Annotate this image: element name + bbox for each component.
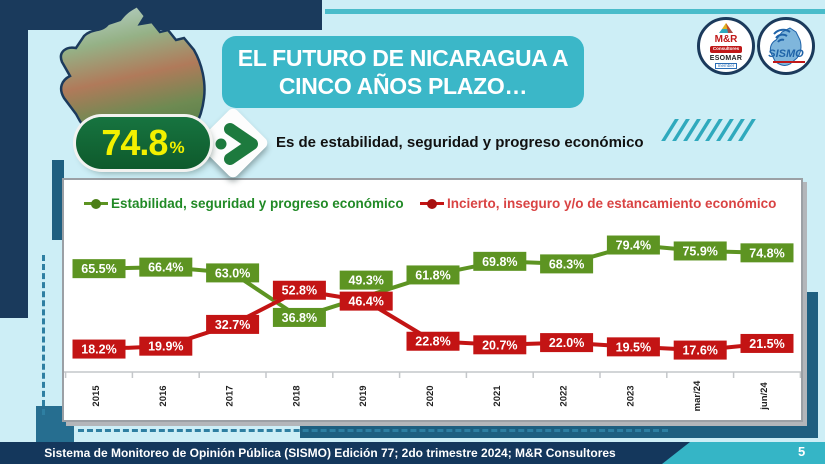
data-label-box bbox=[72, 259, 126, 279]
data-label-value: 66.4% bbox=[148, 261, 183, 275]
data-label-value: 21.5% bbox=[749, 337, 784, 351]
data-label-box bbox=[473, 251, 527, 271]
sismo-logo: SISMO bbox=[757, 17, 815, 75]
data-label-value: 68.3% bbox=[549, 257, 584, 271]
data-label-box bbox=[673, 241, 727, 261]
data-label-box bbox=[673, 340, 727, 360]
data-label-box bbox=[606, 235, 660, 255]
footer-source-bar: Sistema de Monitoreo de Opinión Pública … bbox=[0, 442, 690, 464]
legend-item-green: Estabilidad, seguridad y progreso económ… bbox=[84, 196, 404, 211]
legend-item-red: Incierto, inseguro y/o de estancamiento … bbox=[420, 196, 776, 211]
data-label-value: 65.5% bbox=[81, 262, 116, 276]
sismo-logo-map-icon bbox=[769, 27, 802, 66]
data-label-box bbox=[339, 270, 393, 290]
data-label-box bbox=[72, 339, 126, 359]
corner-block-vertical bbox=[0, 0, 28, 318]
data-label-value: 18.2% bbox=[81, 343, 116, 357]
mr-consultores-logo: M&R Consultores ESOMAR member bbox=[697, 17, 755, 75]
data-label-box bbox=[740, 333, 794, 353]
data-label-box bbox=[540, 333, 594, 353]
data-label-value: 49.3% bbox=[348, 274, 383, 288]
headline-percentage-badge: 74.8 % bbox=[76, 117, 210, 169]
mr-logo-pyramid-icon bbox=[719, 23, 733, 33]
esomar-member-label: member bbox=[714, 62, 738, 69]
data-label-box bbox=[272, 307, 326, 327]
data-label-value: 17.6% bbox=[682, 344, 717, 358]
data-label-value: 61.8% bbox=[415, 268, 450, 282]
legend-marker-red-icon bbox=[420, 198, 444, 209]
data-label-box bbox=[540, 254, 594, 274]
page-number: 5 bbox=[798, 444, 806, 459]
data-label-box bbox=[473, 335, 527, 355]
top-accent-line bbox=[325, 9, 825, 14]
data-label-box bbox=[272, 280, 326, 300]
dashed-line-horizontal bbox=[78, 429, 668, 432]
x-tick-label: 2021 bbox=[492, 385, 503, 407]
corner-block-horizontal bbox=[0, 0, 322, 30]
data-label-value: 63.0% bbox=[215, 266, 250, 280]
x-tick-label: 2018 bbox=[291, 385, 302, 406]
legend-marker-green-icon bbox=[84, 198, 108, 209]
slide-title-line1: EL FUTURO DE NICARAGUA A bbox=[237, 44, 569, 71]
data-label-value: 74.8% bbox=[749, 246, 784, 260]
data-label-box bbox=[606, 337, 660, 357]
data-label-value: 79.4% bbox=[616, 239, 651, 253]
x-tick-label: jun/24 bbox=[759, 382, 770, 411]
esomar-label: ESOMAR bbox=[709, 54, 743, 62]
data-label-box bbox=[206, 314, 260, 334]
data-label-value: 52.8% bbox=[282, 284, 317, 298]
data-label-value: 46.4% bbox=[348, 295, 383, 309]
headline-percent-sign: % bbox=[169, 138, 185, 157]
x-tick-label: 2023 bbox=[625, 385, 636, 406]
panel-accent-strip bbox=[52, 160, 64, 240]
x-tick-label: 2017 bbox=[225, 385, 236, 406]
x-tick-label: 2022 bbox=[559, 385, 570, 406]
data-label-value: 20.7% bbox=[482, 338, 517, 352]
data-label-box bbox=[740, 243, 794, 263]
x-tick-label: 2016 bbox=[158, 385, 169, 406]
line-chart: 2015 2016 2017 2018 2019 2020 2021 2022 2023 mar/… bbox=[64, 235, 801, 411]
dashed-line-vertical bbox=[42, 255, 45, 415]
data-label-value: 69.8% bbox=[482, 255, 517, 269]
data-label-box bbox=[406, 265, 460, 285]
x-tick-label: 2020 bbox=[425, 385, 436, 406]
data-label-box bbox=[406, 331, 460, 351]
headline-caption: Es de estabilidad, seguridad y progreso … bbox=[276, 134, 644, 151]
x-tick-label: 2015 bbox=[91, 385, 102, 407]
legend-label-green: Estabilidad, seguridad y progreso económ… bbox=[111, 196, 404, 211]
mr-logo-name: M&R bbox=[714, 34, 738, 45]
sismo-logo-underline bbox=[773, 61, 805, 63]
data-label-value: 75.9% bbox=[682, 244, 717, 258]
data-label-box bbox=[206, 263, 260, 283]
sismo-logo-name: SISMO bbox=[768, 48, 804, 60]
data-label-box bbox=[339, 291, 393, 311]
data-label-value: 19.9% bbox=[148, 340, 183, 354]
data-label-value: 32.7% bbox=[215, 318, 250, 332]
data-label-box bbox=[139, 336, 193, 356]
footer-source-text: Sistema de Monitoreo de Opinión Pública … bbox=[44, 446, 616, 460]
x-tick-label: 2019 bbox=[358, 385, 369, 406]
data-label-box bbox=[139, 257, 193, 277]
mr-logo-subname: Consultores bbox=[709, 46, 743, 53]
diagonal-slashes-decoration bbox=[661, 119, 756, 141]
data-label-value: 22.8% bbox=[415, 335, 450, 349]
data-label-value: 36.8% bbox=[282, 311, 317, 325]
slide-title-line2: CINCO AÑOS PLAZO… bbox=[278, 73, 528, 99]
badge-chevron-icon bbox=[215, 123, 258, 165]
legend-label-red: Incierto, inseguro y/o de estancamiento … bbox=[447, 196, 777, 211]
chart-panel: Estabilidad, seguridad y progreso económ… bbox=[62, 178, 803, 422]
x-tick-label: mar/24 bbox=[692, 380, 703, 411]
headline-percentage-value: 74.8 bbox=[101, 122, 168, 163]
data-label-value: 22.0% bbox=[549, 336, 584, 350]
slide-title: EL FUTURO DE NICARAGUA A CINCO AÑOS PLAZ… bbox=[222, 36, 584, 108]
data-label-value: 19.5% bbox=[616, 340, 651, 354]
